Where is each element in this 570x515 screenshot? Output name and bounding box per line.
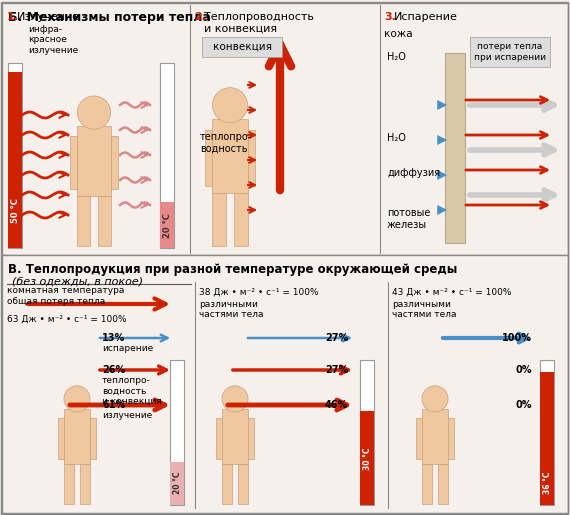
FancyBboxPatch shape — [78, 126, 111, 196]
FancyBboxPatch shape — [230, 401, 240, 409]
Text: потовые
железы: потовые железы — [387, 208, 430, 230]
FancyBboxPatch shape — [64, 409, 90, 465]
Text: инфра-
красное
излучение: инфра- красное излучение — [28, 25, 78, 55]
FancyBboxPatch shape — [2, 255, 568, 513]
Text: 27%: 27% — [325, 333, 348, 343]
Text: 3.: 3. — [384, 12, 396, 22]
FancyBboxPatch shape — [213, 194, 226, 246]
FancyBboxPatch shape — [448, 418, 454, 459]
Text: Излучение: Излучение — [17, 12, 80, 22]
Text: 36 °С: 36 °С — [543, 472, 552, 494]
FancyBboxPatch shape — [111, 136, 118, 189]
Text: Б. Механизмы потери тепла: Б. Механизмы потери тепла — [8, 11, 211, 24]
Text: Испарение: Испарение — [394, 12, 458, 22]
Text: H₂O: H₂O — [387, 52, 406, 62]
FancyBboxPatch shape — [205, 130, 213, 186]
FancyBboxPatch shape — [64, 465, 74, 504]
Text: В. Теплопродукция при разной температуре окружающей среды: В. Теплопродукция при разной температуре… — [8, 263, 457, 276]
Text: 63 Дж • м⁻² • с⁻¹ = 100%: 63 Дж • м⁻² • с⁻¹ = 100% — [7, 315, 127, 324]
Text: диффузия: диффузия — [387, 168, 440, 178]
FancyBboxPatch shape — [160, 202, 174, 248]
FancyBboxPatch shape — [222, 409, 248, 465]
FancyBboxPatch shape — [248, 418, 254, 459]
FancyBboxPatch shape — [223, 108, 237, 119]
Circle shape — [422, 386, 448, 412]
FancyBboxPatch shape — [234, 194, 247, 246]
FancyBboxPatch shape — [202, 37, 282, 57]
Text: 26%: 26% — [102, 365, 125, 375]
Text: 38 Дж • м⁻² • с⁻¹ = 100%: 38 Дж • м⁻² • с⁻¹ = 100% — [199, 288, 319, 297]
Text: комнатная температура: комнатная температура — [7, 286, 124, 295]
Text: 0%: 0% — [515, 400, 531, 410]
FancyBboxPatch shape — [2, 3, 568, 255]
FancyBboxPatch shape — [78, 196, 90, 246]
FancyBboxPatch shape — [445, 53, 465, 243]
Text: конвекция: конвекция — [213, 42, 271, 52]
Text: 46%: 46% — [325, 400, 348, 410]
Text: (без одежды, в покое): (без одежды, в покое) — [12, 276, 143, 286]
Text: 20 °С: 20 °С — [173, 472, 181, 494]
FancyBboxPatch shape — [422, 465, 432, 504]
FancyBboxPatch shape — [160, 63, 174, 248]
FancyBboxPatch shape — [438, 465, 448, 504]
FancyBboxPatch shape — [247, 130, 255, 186]
Circle shape — [64, 386, 90, 412]
FancyBboxPatch shape — [170, 360, 184, 505]
Text: 20 °С: 20 °С — [162, 213, 172, 238]
FancyBboxPatch shape — [422, 409, 448, 465]
Text: 13%: 13% — [102, 333, 125, 343]
FancyBboxPatch shape — [238, 465, 248, 504]
FancyBboxPatch shape — [213, 119, 247, 194]
FancyBboxPatch shape — [98, 196, 111, 246]
Text: теплопро-
водность: теплопро- водность — [200, 132, 253, 154]
Text: 30 °С: 30 °С — [363, 448, 372, 470]
FancyBboxPatch shape — [90, 418, 96, 459]
Text: различными
частями тела: различными частями тела — [199, 300, 263, 319]
FancyBboxPatch shape — [430, 401, 440, 409]
FancyBboxPatch shape — [416, 418, 422, 459]
Text: 61%: 61% — [102, 400, 125, 410]
Text: 0%: 0% — [515, 365, 531, 375]
Text: излучение: излучение — [102, 411, 152, 420]
FancyBboxPatch shape — [360, 411, 374, 505]
FancyBboxPatch shape — [8, 63, 22, 248]
Text: 43 Дж • м⁻² • с⁻¹ = 100%: 43 Дж • м⁻² • с⁻¹ = 100% — [392, 288, 511, 297]
FancyBboxPatch shape — [8, 72, 22, 248]
Text: 1.: 1. — [7, 12, 19, 22]
Text: 27%: 27% — [325, 365, 348, 375]
FancyBboxPatch shape — [170, 461, 184, 505]
Text: кожа: кожа — [384, 29, 413, 39]
Text: испарение: испарение — [102, 344, 153, 353]
FancyBboxPatch shape — [216, 418, 222, 459]
Text: H₂O: H₂O — [387, 133, 406, 143]
FancyBboxPatch shape — [80, 465, 90, 504]
FancyBboxPatch shape — [72, 401, 82, 409]
Text: Теплопроводность
и конвекция: Теплопроводность и конвекция — [204, 12, 314, 33]
FancyBboxPatch shape — [58, 418, 64, 459]
Text: теплопро-
водность
и конвекция: теплопро- водность и конвекция — [102, 376, 162, 406]
Text: 2.: 2. — [194, 12, 206, 22]
Text: различными
частями тела: различными частями тела — [392, 300, 457, 319]
FancyBboxPatch shape — [540, 372, 554, 505]
FancyBboxPatch shape — [540, 360, 554, 505]
FancyBboxPatch shape — [360, 360, 374, 505]
FancyBboxPatch shape — [87, 115, 101, 126]
FancyBboxPatch shape — [222, 465, 232, 504]
Text: 100%: 100% — [502, 333, 532, 343]
Circle shape — [213, 88, 247, 123]
Circle shape — [222, 386, 248, 412]
Text: потери тепла
при испарении: потери тепла при испарении — [474, 42, 546, 62]
FancyBboxPatch shape — [470, 37, 550, 67]
Circle shape — [78, 96, 111, 129]
Text: общая потеря тепла: общая потеря тепла — [7, 297, 105, 306]
FancyBboxPatch shape — [70, 136, 78, 189]
Text: 50 °С: 50 °С — [10, 199, 19, 224]
